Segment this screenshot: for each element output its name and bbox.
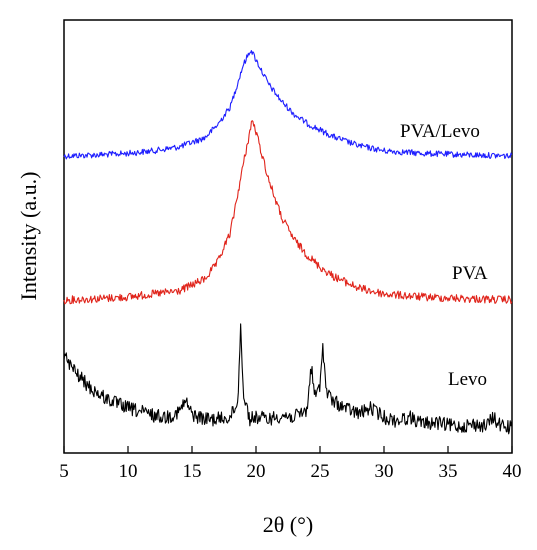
x-tick-label-30: 30 bbox=[375, 461, 394, 482]
series-label-levo: Levo bbox=[448, 369, 487, 390]
plot-frame bbox=[63, 19, 513, 454]
y-axis-title: Intensity (a.u.) bbox=[16, 172, 41, 301]
x-tick-label-35: 35 bbox=[439, 461, 458, 482]
series-label-pva-levo: PVA/Levo bbox=[400, 121, 480, 142]
x-tick-label-15: 15 bbox=[183, 461, 202, 482]
x-tick-label-20: 20 bbox=[247, 461, 266, 482]
x-axis-tick-labels: 5 10 15 20 25 30 35 40 bbox=[59, 461, 521, 482]
series-line-levo bbox=[63, 323, 513, 435]
series-layer bbox=[63, 50, 513, 435]
series-label-pva: PVA bbox=[452, 263, 488, 284]
x-tick-label-10: 10 bbox=[119, 461, 138, 482]
series-line-pva-levo bbox=[63, 50, 513, 160]
series-line-pva bbox=[63, 120, 513, 305]
x-tick-label-25: 25 bbox=[311, 461, 330, 482]
x-axis-ticks bbox=[63, 446, 513, 453]
x-axis-title: 2θ (°) bbox=[263, 512, 314, 537]
x-tick-label-5: 5 bbox=[59, 461, 69, 482]
x-tick-label-40: 40 bbox=[503, 461, 522, 482]
